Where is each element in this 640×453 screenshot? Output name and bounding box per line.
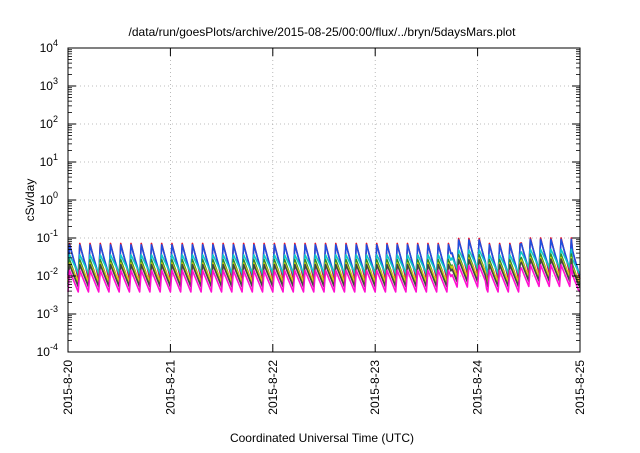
y-axis-label: cSv/day <box>23 179 37 222</box>
y-tick-label: 100 <box>40 190 58 207</box>
y-tick-label: 101 <box>40 152 58 169</box>
y-tick-label: 10-3 <box>37 304 58 321</box>
x-tick-layer: 2015-8-20 2015-8-21 2015-8-22 2015-8-23 2015… <box>61 48 587 415</box>
x-tick-label: 2015-8-24 <box>471 360 485 415</box>
x-tick-label: 2015-8-23 <box>368 360 382 415</box>
y-tick-label: 104 <box>40 38 58 55</box>
x-tick-label: 2015-8-25 <box>573 360 587 415</box>
y-tick-label: 10-1 <box>37 228 58 245</box>
series-line-7 <box>67 264 581 293</box>
y-tick-label: 10-2 <box>37 266 58 283</box>
x-tick-label: 2015-8-22 <box>266 360 280 415</box>
y-tick-label: 103 <box>40 76 58 93</box>
x-axis-label: Coordinated Universal Time (UTC) <box>230 431 414 445</box>
grid-layer <box>68 48 580 352</box>
y-tick-layer: 10-4 10-3 10-2 10-1 100 101 102 103 104 <box>37 38 580 359</box>
chart-title: /data/run/goesPlots/archive/2015-08-25/0… <box>129 25 517 39</box>
series-layer <box>67 237 581 293</box>
y-tick-label: 102 <box>40 114 58 131</box>
x-tick-label: 2015-8-20 <box>61 360 75 415</box>
y-tick-label: 10-4 <box>37 342 58 359</box>
x-tick-label: 2015-8-21 <box>163 360 177 415</box>
